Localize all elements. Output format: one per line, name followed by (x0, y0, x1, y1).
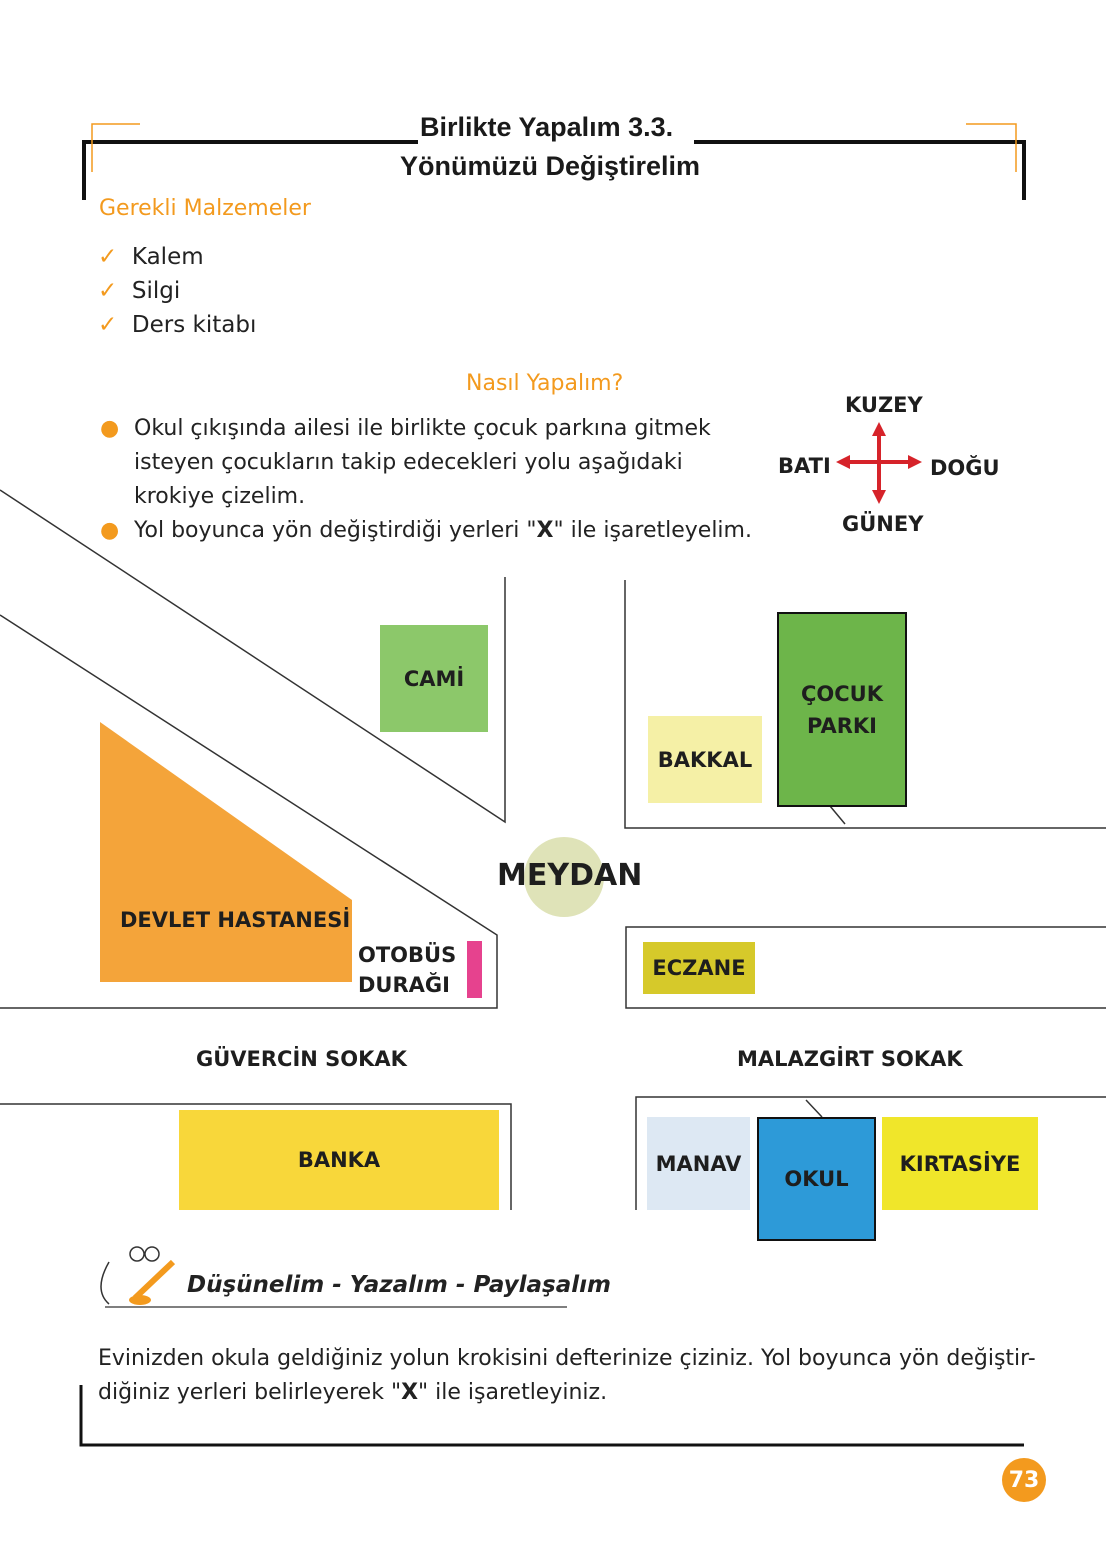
bank-box: BANKA (179, 1110, 499, 1210)
stationery-box: KIRTASİYE (882, 1117, 1038, 1210)
bus-stop-label: OTOBÜS DURAĞI (358, 943, 457, 997)
think-heading: Düşünelim - Yazalım - Paylaşalım (187, 1272, 611, 1298)
map-roads (0, 489, 1106, 1210)
playground-box: ÇOCUK PARKI (777, 612, 907, 807)
material-item: ✓ Ders kitabı (98, 312, 257, 338)
compass-north: KUZEY (845, 393, 923, 417)
hospital-label: DEVLET HASTANESİ (120, 908, 351, 932)
compass-south: GÜNEY (842, 512, 924, 536)
page-number: 73 (1002, 1458, 1046, 1502)
instructions: ● Okul çıkışında ailesi ile birlikte çoc… (100, 412, 780, 548)
header-frame (82, 123, 1026, 200)
bottom-frame (79, 1385, 1024, 1447)
compass-west: BATI (778, 454, 831, 478)
compass-east: DOĞU (930, 456, 1000, 480)
compass-arrows-icon (836, 422, 922, 504)
pharmacy-box: ECZANE (643, 942, 755, 994)
street-right-label: MALAZGİRT SOKAK (737, 1047, 963, 1071)
check-icon: ✓ (98, 278, 118, 304)
check-icon: ✓ (98, 244, 118, 270)
greengrocer-box: MANAV (647, 1117, 750, 1210)
thinking-pencil-icon (100, 1246, 567, 1308)
square-circle (524, 837, 604, 917)
bullet-icon: ● (100, 416, 120, 441)
instructions-heading: Nasıl Yapalım? (466, 371, 624, 396)
material-item: ✓ Silgi (98, 278, 181, 304)
bus-stop-marker (467, 941, 482, 998)
materials-heading: Gerekli Malzemeler (99, 196, 311, 221)
school-box: OKUL (757, 1117, 876, 1241)
think-text: Evinizden okula geldiğiniz yolun krokisi… (98, 1346, 1036, 1405)
activity-title: Birlikte Yapalım 3.3. (420, 112, 674, 142)
material-item: ✓ Kalem (98, 244, 204, 270)
street-left-label: GÜVERCİN SOKAK (196, 1047, 407, 1071)
materials-list: ✓ Kalem ✓ Silgi ✓ Ders kitabı (98, 240, 256, 342)
hospital-shape (100, 722, 352, 982)
grocery-box: BAKKAL (648, 716, 762, 803)
mosque-box: CAMİ (380, 625, 488, 732)
bullet-icon: ● (100, 518, 120, 543)
square-label: MEYDAN (497, 858, 643, 893)
check-icon: ✓ (98, 312, 118, 338)
instruction-bullet: ● Yol boyunca yön değiştirdiği yerleri "… (100, 514, 780, 548)
instruction-bullet: ● Okul çıkışında ailesi ile birlikte çoc… (100, 412, 780, 514)
activity-subtitle: Yönümüzü Değiştirelim (400, 151, 701, 181)
